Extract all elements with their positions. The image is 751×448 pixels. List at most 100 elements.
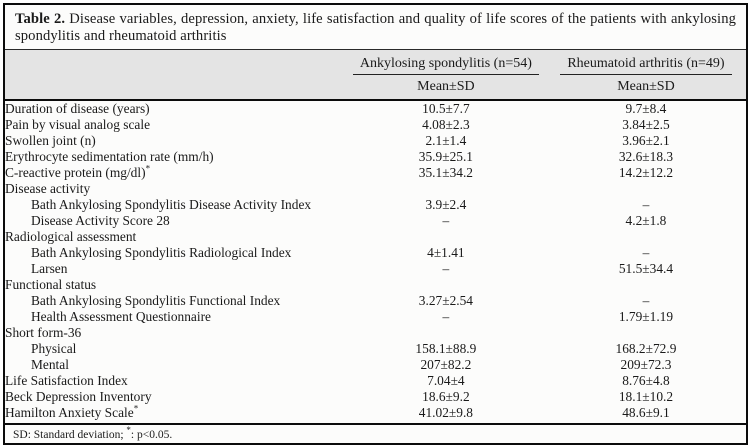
row-label: Swollen joint (n) [5,133,346,149]
table-row: Swollen joint (n) 2.1±1.4 3.96±2.1 [5,133,746,149]
table-row: Duration of disease (years) 10.5±7.7 9.7±8… [5,101,746,117]
column-subheader-mean-sd: Mean±SD [617,79,675,94]
row-label-text: Health Assessment Questionnaire [31,309,211,324]
row-label: C-reactive protein (mg/dl)* [5,165,346,181]
section-row: Functional status [5,277,746,293]
row-label: Erythrocyte sedimentation rate (mm/h) [5,149,346,165]
ra-value-cell: – [642,197,650,212]
as-value-cell: 3.27±2.54 [418,293,473,308]
table-row: Health Assessment Questionnaire – 1.79±1.1… [5,309,746,325]
as-value-cell: 4±1.41 [427,245,465,260]
row-label-text: Beck Depression Inventory [5,389,152,404]
as-value-cell: – [442,213,450,228]
table-row: Bath Ankylosing Spondylitis Disease Acti… [5,197,746,213]
column-group-label: Rheumatoid arthritis (n=49) [560,55,732,75]
ra-value-cell: 3.84±2.5 [622,117,670,132]
as-value-cell: 3.9±2.4 [425,197,467,212]
column-subheader-mean-sd: Mean±SD [417,79,475,94]
header-group-row: Ankylosing spondylitis (n=54) Rheumatoid… [5,55,746,75]
row-label: Functional status [5,277,346,293]
row-label-text: Physical [31,341,77,356]
ra-value-cell: 209±72.3 [620,357,672,372]
row-label-text: Functional status [5,277,97,292]
section-row: Radiological assessment [5,229,746,245]
as-value-cell: 35.9±25.1 [418,149,473,164]
table-row: Bath Ankylosing Spondylitis Radiological… [5,245,746,261]
row-label-text: Larsen [31,261,68,276]
row-label-text: Duration of disease (years) [5,101,150,116]
as-value-cell: 158.1±88.9 [415,341,477,356]
row-label-text: Erythrocyte sedimentation rate (mm/h) [5,149,214,164]
ra-value-cell: 4.2±1.8 [625,213,667,228]
row-label: Radiological assessment [5,229,346,245]
row-label-text: Hamilton Anxiety Scale [5,405,134,420]
table-row: Erythrocyte sedimentation rate (mm/h) 35.… [5,149,746,165]
table-row: Disease Activity Score 28 – 4.2±1.8 [5,213,746,229]
as-value-cell [346,181,546,197]
row-label: Bath Ankylosing Spondylitis Radiological… [5,245,346,261]
as-value-cell: 4.08±2.3 [422,117,470,132]
column-group-label: Ankylosing spondylitis (n=54) [352,55,539,75]
ra-value-cell: 9.7±8.4 [625,101,667,116]
table-row: Beck Depression Inventory 18.6±9.2 18.1±10… [5,389,746,405]
row-label-text: Short form-36 [5,325,82,340]
as-value-cell [346,277,546,293]
table-2-frame: Table 2. Disease variables, depression, … [3,3,748,445]
ra-value-cell: 1.79±1.19 [618,309,674,324]
ra-value-cell [546,325,746,341]
as-value-cell: 10.5±7.7 [422,101,470,116]
row-label-text: Mental [31,357,69,372]
as-value-cell: – [442,261,450,276]
data-table: Duration of disease (years) 10.5±7.7 9.7±8… [5,101,746,421]
row-label: Bath Ankylosing Spondylitis Functional I… [5,293,346,309]
row-label-text: C-reactive protein (mg/dl) [5,165,146,180]
as-value-cell: – [442,309,450,324]
row-label-text: Bath Ankylosing Spondylitis Radiological… [31,245,292,260]
row-label-text: Bath Ankylosing Spondylitis Disease Acti… [31,197,312,212]
row-label: Disease activity [5,181,346,197]
row-label: Pain by visual analog scale [5,117,346,133]
row-label-text: Disease activity [5,181,91,196]
row-label: Disease Activity Score 28 [5,213,346,229]
table-title-label: Table 2. [15,11,66,27]
row-label: Hamilton Anxiety Scale* [5,405,346,421]
footnote-text: SD: Standard deviation; [13,429,127,441]
row-label: Duration of disease (years) [5,101,346,117]
ra-value-cell: 14.2±12.2 [618,165,674,180]
ra-value-cell: 51.5±34.4 [618,261,674,276]
ra-value-cell [546,277,746,293]
ra-value-cell: – [642,293,650,308]
header-subheader-row: Mean±SD Mean±SD [5,75,746,96]
footnote-star: * [126,425,131,436]
row-label-text: Bath Ankylosing Spondylitis Functional I… [31,293,281,308]
significance-star: * [145,165,151,174]
ra-value-cell [546,229,746,245]
table-row: Pain by visual analog scale 4.08±2.3 3.84±… [5,117,746,133]
ra-value-cell [546,181,746,197]
row-label-text: Pain by visual analog scale [5,117,151,132]
row-label: Larsen [5,261,346,277]
table-row: Physical 158.1±88.9 168.2±72.9 [5,341,746,357]
row-label: Mental [5,357,346,373]
table-row: Hamilton Anxiety Scale* 41.02±9.8 48.6±9.1 [5,405,746,421]
ra-value-cell: – [642,245,650,260]
table-row: C-reactive protein (mg/dl)* 35.1±34.2 14.2… [5,165,746,181]
row-label: Beck Depression Inventory [5,389,346,405]
row-label-text: Radiological assessment [5,229,137,244]
row-label: Health Assessment Questionnaire [5,309,346,325]
header-spacer [5,55,346,75]
ra-value-cell: 48.6±9.1 [622,405,670,420]
row-label-text: Life Satisfaction Index [5,373,128,388]
as-value-cell: 2.1±1.4 [425,133,467,148]
ra-value-cell: 8.76±4.8 [622,373,670,388]
ra-value-cell: 32.6±18.3 [618,149,674,164]
column-group-ankylosing-spondylitis: Ankylosing spondylitis (n=54) [346,55,546,75]
as-value-cell: 7.04±4 [427,373,465,388]
header-spacer [5,75,346,96]
footnote-separator [5,423,746,425]
table-row: Life Satisfaction Index 7.04±4 8.76±4.8 [5,373,746,389]
section-row: Short form-36 [5,325,746,341]
column-group-rheumatoid-arthritis: Rheumatoid arthritis (n=49) [546,55,746,75]
as-value-cell: 18.6±9.2 [422,389,470,404]
